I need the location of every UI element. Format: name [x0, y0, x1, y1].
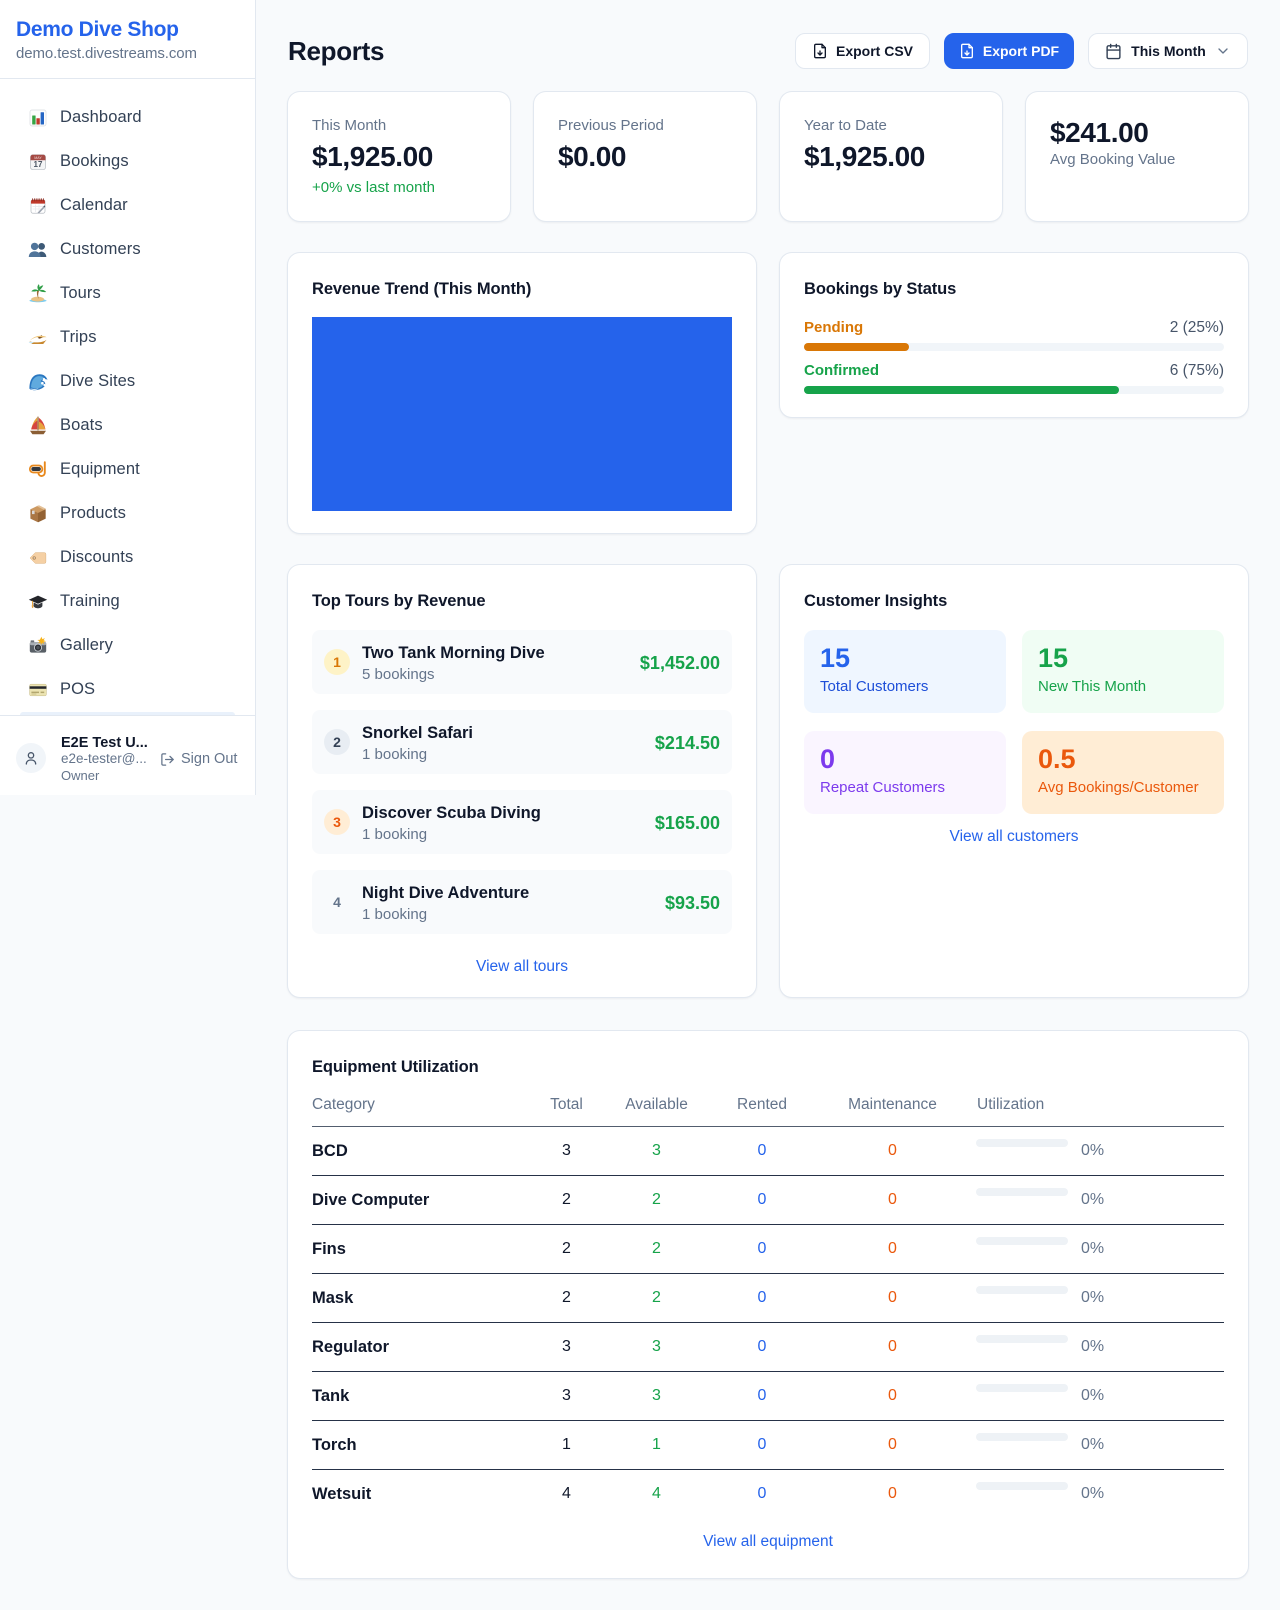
svg-text:17: 17	[34, 160, 43, 169]
svg-text:MAY: MAY	[34, 155, 42, 159]
